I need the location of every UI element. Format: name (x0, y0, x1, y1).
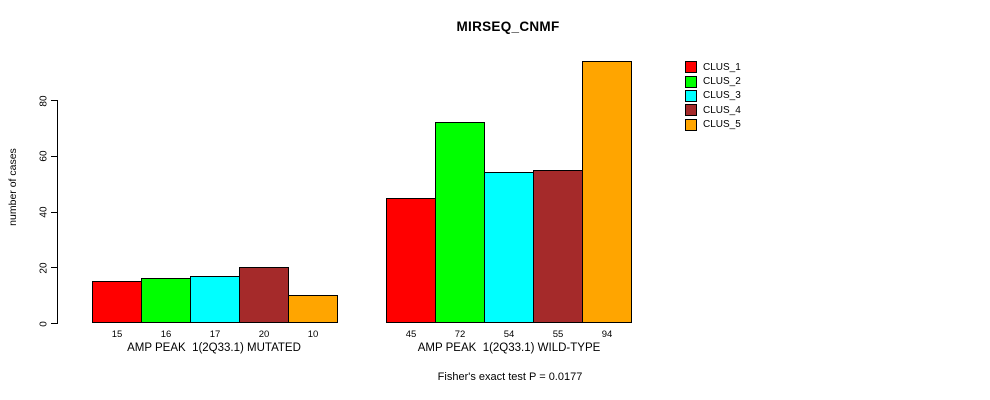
y-tick-label: 80 (38, 94, 50, 107)
legend-label: CLUS_3 (703, 90, 741, 102)
y-axis-line (57, 100, 58, 324)
bar-value-label: 10 (307, 329, 319, 340)
y-tick-mark (51, 323, 57, 324)
bar-value-label: 94 (601, 329, 613, 340)
bar-clus_4-group1 (239, 267, 289, 323)
legend-swatch-clus_5 (685, 118, 697, 131)
legend-swatch-clus_2 (685, 75, 697, 88)
y-tick-label: 20 (38, 262, 50, 274)
bar-value-label: 54 (503, 329, 515, 340)
legend-label: CLUS_4 (703, 104, 741, 116)
legend-label: CLUS_1 (703, 61, 741, 73)
legend-swatch-clus_3 (685, 89, 697, 102)
bar-clus_3-group2 (484, 172, 534, 323)
bar-value-label: 72 (454, 329, 466, 340)
legend-item-clus_1: CLUS_1 (685, 60, 741, 74)
legend-item-clus_3: CLUS_3 (685, 89, 741, 103)
bar-value-label: 55 (552, 329, 564, 340)
chart-title: MIRSEQ_CNMF (456, 19, 560, 34)
bar-value-label: 20 (258, 329, 270, 340)
bar-clus_4-group2 (533, 169, 583, 323)
y-tick-mark (51, 211, 57, 213)
bar-clus_3-group1 (190, 275, 240, 323)
legend: CLUS_1 CLUS_2 CLUS_3 CLUS_4 CLUS_5 (685, 60, 741, 132)
legend-label: CLUS_2 (703, 76, 741, 88)
bar-clus_2-group2 (435, 122, 485, 323)
category-label-mutated: AMP PEAK 1(2Q33.1) MUTATED (127, 342, 301, 354)
y-tick-mark (51, 155, 57, 157)
bar-value-label: 15 (111, 329, 123, 340)
legend-label: CLUS_5 (703, 119, 741, 131)
legend-item-clus_2: CLUS_2 (685, 74, 741, 88)
y-tick-label: 60 (38, 150, 50, 162)
legend-swatch-clus_4 (685, 104, 697, 117)
bar-value-label: 17 (209, 329, 221, 340)
fisher-test-annotation: Fisher's exact test P = 0.0177 (437, 371, 583, 383)
bar-value-label: 45 (405, 329, 417, 340)
bar-clus_1-group1 (92, 281, 142, 323)
y-tick-label: 40 (38, 206, 50, 218)
bar-value-label: 16 (160, 329, 172, 340)
y-tick-mark (51, 100, 57, 101)
category-label-wild-type: AMP PEAK 1(2Q33.1) WILD-TYPE (417, 342, 601, 354)
bar-clus_5-group2 (582, 60, 632, 323)
legend-item-clus_4: CLUS_4 (685, 103, 741, 117)
y-axis-title: number of cases (7, 148, 19, 226)
bar-clus_5-group1 (288, 295, 338, 323)
y-tick-mark (51, 267, 57, 269)
legend-swatch-clus_1 (685, 61, 697, 74)
bar-clus_1-group2 (386, 197, 436, 323)
legend-item-clus_5: CLUS_5 (685, 118, 741, 132)
y-tick-label: 0 (38, 320, 50, 327)
bar-clus_2-group1 (141, 278, 191, 323)
